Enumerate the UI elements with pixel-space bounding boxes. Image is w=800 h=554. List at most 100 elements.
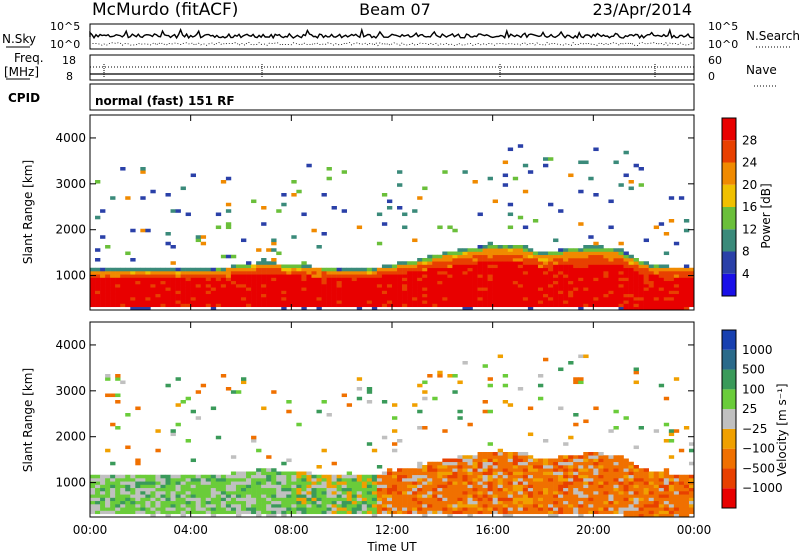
range-time-cell [200,491,207,495]
range-time-cell [432,487,438,492]
range-time-cell [507,513,514,517]
range-time-cell [668,487,675,492]
range-time-cell [663,422,670,427]
range-time-cell [376,293,383,298]
range-time-cell [145,284,151,288]
range-time-cell [321,500,327,505]
y-tick-label: 2000 [55,430,86,444]
colorbar-frame [721,117,737,297]
range-time-cell [673,300,680,304]
range-time-cell [235,287,242,291]
range-time-cell [422,474,428,479]
range-time-cell [452,254,458,259]
range-time-cell [613,271,619,275]
range-time-cell [643,290,649,295]
range-time-cell [563,468,569,472]
range-time-cell [462,474,468,479]
range-time-cell [412,494,418,498]
range-time-cell [447,264,453,269]
range-time-cell [688,510,694,515]
range-time-cell [507,248,514,252]
range-time-cell [578,494,584,498]
range-time-cell [95,271,101,275]
range-time-cell [593,455,599,459]
range-time-cell [452,500,458,505]
range-time-cell [457,468,463,472]
range-time-cell [628,254,634,259]
range-time-cell [266,287,272,291]
range-time-cell [522,287,529,291]
range-time-cell [563,504,569,508]
range-time-cell [487,383,493,388]
range-time-cell [210,293,217,298]
range-time-cell [417,468,423,472]
range-time-cell [210,487,217,492]
range-time-cell [573,248,579,252]
range-time-cell [643,293,649,298]
range-time-cell [371,306,378,310]
range-time-cell [356,478,363,482]
range-time-cell [165,478,171,482]
range-time-cell [417,474,423,479]
range-time-cell [331,287,337,291]
range-time-cell [165,487,171,492]
range-time-cell [432,284,438,288]
range-time-cell [205,271,212,275]
range-time-cell [477,481,483,485]
range-time-cell [281,293,287,298]
range-time-cell [220,254,227,259]
range-time-cell [583,494,589,498]
range-time-cell [548,458,554,463]
range-time-cell [371,484,378,489]
range-time-cell [356,507,363,511]
range-time-cell [140,280,146,285]
range-time-cell [110,300,116,304]
range-time-cell [175,504,181,508]
range-time-cell [673,487,680,492]
range-time-cell [442,497,448,502]
range-time-cell [608,458,614,463]
range-time-cell [593,487,599,492]
range-time-cell [100,300,106,304]
range-time-cell [402,507,408,511]
range-time-cell [432,396,438,401]
range-time-cell [160,280,166,285]
range-time-cell [497,510,504,515]
range-time-cell [301,471,307,476]
range-time-cell [553,481,559,485]
range-time-cell [502,400,509,404]
range-time-cell [412,303,418,308]
range-time-cell [517,280,524,285]
colorbar-tick-label: −1000 [742,481,783,495]
range-time-cell [593,478,599,482]
range-time-cell [351,484,358,489]
range-time-cell [341,484,347,489]
range-time-cell [522,481,529,485]
range-time-cell [598,468,604,472]
range-time-cell [326,167,332,171]
range-time-cell [588,468,594,472]
range-time-cell [462,271,468,275]
range-time-cell [522,251,529,256]
range-time-cell [678,267,685,272]
range-time-cell [397,494,403,498]
range-time-cell [517,452,524,456]
range-time-cell [346,277,353,282]
range-time-cell [205,287,212,291]
range-time-cell [532,465,539,469]
range-time-cell [583,461,589,466]
range-time-cell [537,251,544,256]
range-time-cell [643,284,649,288]
range-time-cell [230,455,237,459]
range-time-cell [356,267,363,272]
range-time-cell [306,280,312,285]
range-time-cell [150,491,156,495]
range-time-cell [195,474,202,479]
range-time-cell [578,297,584,301]
range-time-cell [558,468,564,472]
range-time-cell [215,474,222,479]
range-time-cell [558,461,564,466]
range-time-cell [402,280,408,285]
freq-tick-bottom: 8 [66,70,73,83]
range-time-cell [286,507,292,511]
